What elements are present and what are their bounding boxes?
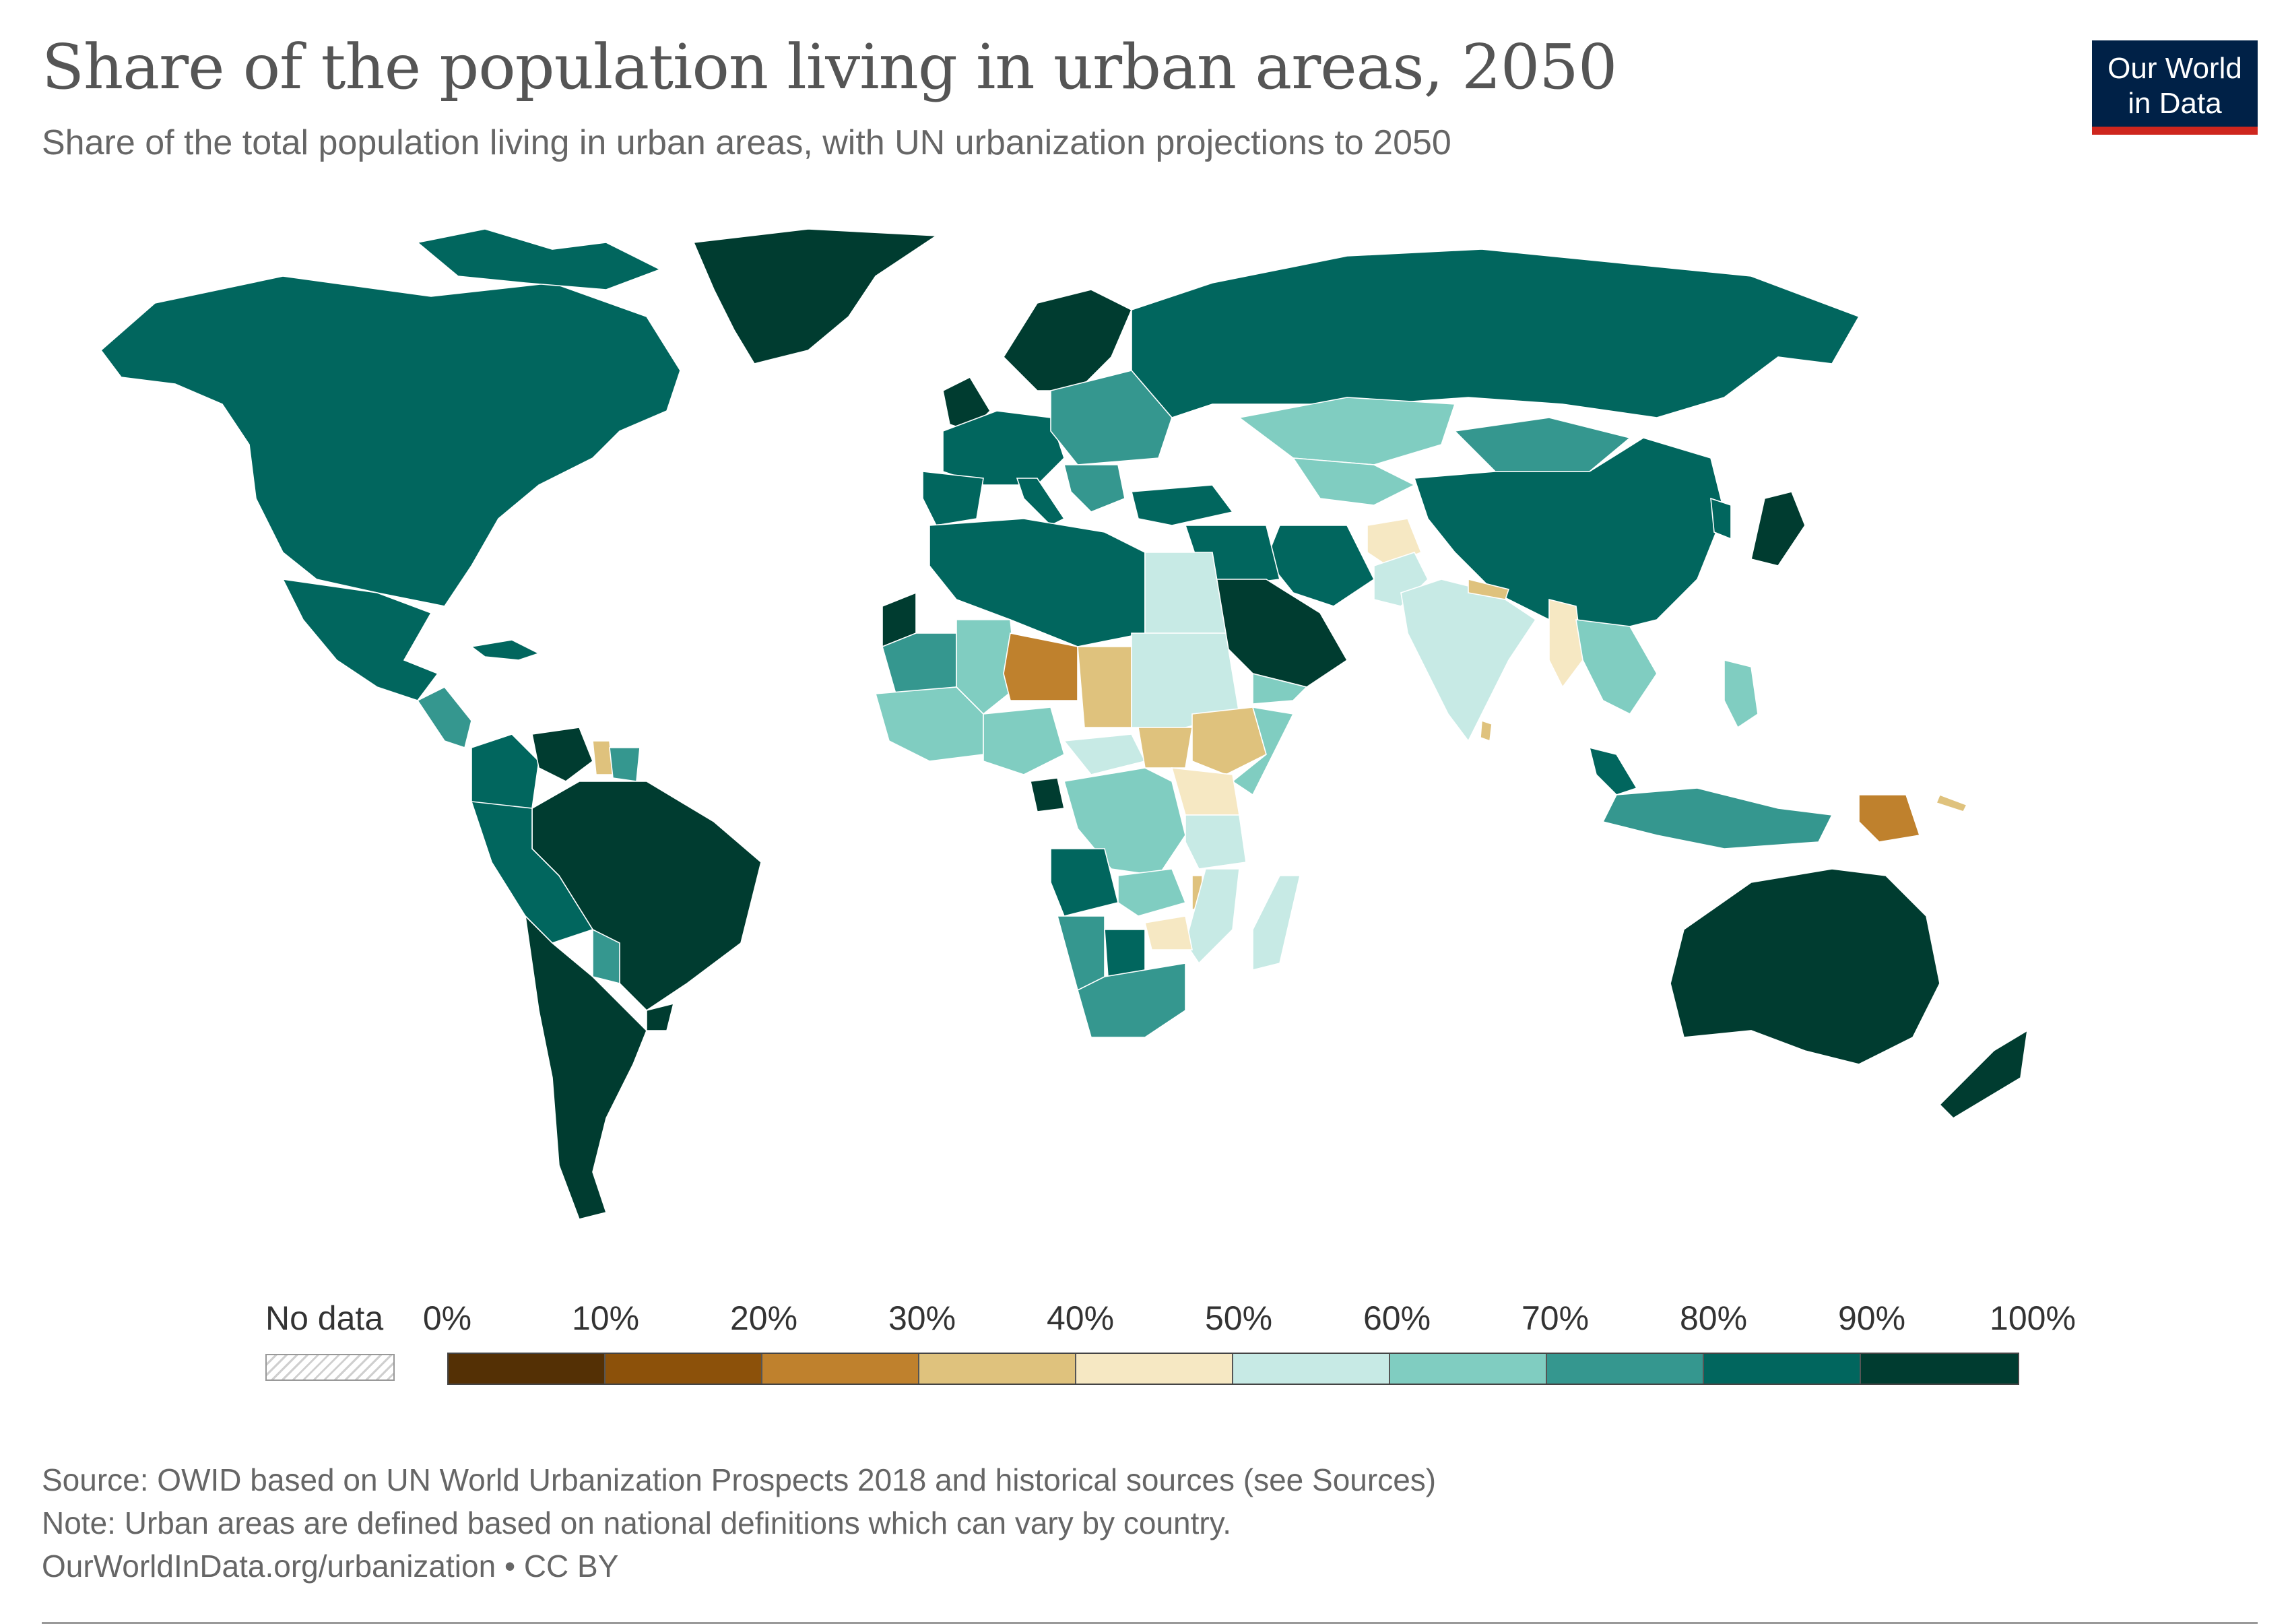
region-guyana[interactable] bbox=[592, 740, 614, 775]
legend-tick-label: 60% bbox=[1363, 1299, 1431, 1337]
region-central-asia[interactable] bbox=[1292, 457, 1416, 506]
region-zimbabwe[interactable] bbox=[1144, 915, 1193, 950]
region-japan[interactable] bbox=[1751, 491, 1806, 566]
region-botswana[interactable] bbox=[1104, 929, 1146, 977]
logo-line-2: in Data bbox=[2128, 87, 2222, 120]
region-north-america[interactable] bbox=[100, 275, 681, 607]
legend-bin[interactable] bbox=[1390, 1354, 1547, 1384]
region-angola[interactable] bbox=[1050, 848, 1119, 917]
chart-title: Share of the population living in urban … bbox=[42, 31, 1617, 103]
legend-tick-label: 40% bbox=[1046, 1299, 1115, 1337]
region-uruguay[interactable] bbox=[646, 1002, 675, 1031]
legend-bin[interactable] bbox=[449, 1354, 606, 1384]
region-mongolia[interactable] bbox=[1453, 417, 1631, 472]
legend-bin[interactable] bbox=[1547, 1354, 1704, 1384]
region-central-african-republic[interactable] bbox=[1063, 734, 1146, 775]
legend-tick-label: 0% bbox=[422, 1299, 472, 1337]
region-italy[interactable] bbox=[1016, 478, 1066, 526]
region-egypt[interactable] bbox=[1144, 552, 1226, 634]
region-suriname[interactable] bbox=[609, 747, 641, 782]
region-madagascar[interactable] bbox=[1252, 875, 1301, 971]
logo-line-1: Our World bbox=[2107, 52, 2242, 85]
legend-tick-label: 20% bbox=[729, 1299, 798, 1337]
region-chad[interactable] bbox=[1077, 646, 1132, 728]
region-mainland-southeast-asia[interactable] bbox=[1575, 619, 1658, 715]
region-solomon-islands[interactable] bbox=[1935, 793, 1968, 812]
region-iberia[interactable] bbox=[922, 471, 984, 526]
region-malaysia[interactable] bbox=[1588, 746, 1638, 795]
legend-color-bar bbox=[447, 1353, 2019, 1385]
region-canada-islands[interactable] bbox=[416, 228, 661, 290]
chart-subtitle: Share of the total population living in … bbox=[42, 123, 1451, 162]
region-mexico[interactable] bbox=[282, 578, 439, 701]
region-western-europe[interactable] bbox=[942, 410, 1065, 486]
region-gabon[interactable] bbox=[1030, 777, 1065, 812]
legend-bin[interactable] bbox=[606, 1354, 762, 1384]
legend-bin[interactable] bbox=[1076, 1354, 1233, 1384]
region-caribbean[interactable] bbox=[470, 639, 541, 661]
region-venezuela[interactable] bbox=[531, 727, 593, 782]
legend-bin[interactable] bbox=[1233, 1354, 1390, 1384]
region-somalia[interactable] bbox=[1231, 707, 1295, 796]
region-zambia[interactable] bbox=[1117, 868, 1187, 917]
region-south-sudan[interactable] bbox=[1138, 727, 1193, 769]
legend-no-data-swatch[interactable] bbox=[265, 1354, 395, 1381]
region-yemen[interactable] bbox=[1252, 672, 1308, 705]
legend-bin[interactable] bbox=[919, 1354, 1076, 1384]
region-nepal[interactable] bbox=[1468, 578, 1510, 600]
region-greenland[interactable] bbox=[692, 228, 938, 364]
legend-tick-label: 10% bbox=[571, 1299, 640, 1337]
region-russia[interactable] bbox=[1131, 249, 1860, 418]
footer-url[interactable]: OurWorldInData.org/urbanization • CC BY bbox=[42, 1549, 619, 1584]
region-niger[interactable] bbox=[1003, 632, 1078, 701]
region-tanzania[interactable] bbox=[1185, 814, 1247, 870]
region-mauritania[interactable] bbox=[882, 632, 957, 694]
footer-note: Note: Urban areas are defined based on n… bbox=[42, 1505, 1232, 1540]
region-central-america[interactable] bbox=[416, 686, 472, 749]
region-new-zealand[interactable] bbox=[1938, 1029, 2029, 1119]
region-philippines[interactable] bbox=[1724, 659, 1759, 729]
region-mali[interactable] bbox=[956, 619, 1018, 715]
region-balkans[interactable] bbox=[1063, 464, 1125, 513]
legend-tick-label: 70% bbox=[1521, 1299, 1590, 1337]
region-namibia[interactable] bbox=[1056, 915, 1105, 991]
region-india[interactable] bbox=[1400, 579, 1537, 742]
region-ethiopia[interactable] bbox=[1191, 707, 1267, 775]
legend-bin[interactable] bbox=[1704, 1354, 1861, 1384]
region-north-africa[interactable] bbox=[929, 518, 1146, 647]
region-myanmar[interactable] bbox=[1548, 598, 1583, 688]
region-nigeria[interactable] bbox=[983, 707, 1065, 775]
legend-no-data-label: No data bbox=[265, 1299, 384, 1337]
legend-tick-label: 50% bbox=[1204, 1299, 1273, 1337]
region-papua-new-guinea[interactable] bbox=[1858, 794, 1921, 843]
footer-source: Source: OWID based on UN World Urbanizat… bbox=[42, 1462, 1437, 1497]
region-korea[interactable] bbox=[1710, 497, 1732, 540]
region-china[interactable] bbox=[1413, 437, 1725, 634]
region-scandinavia[interactable] bbox=[1002, 289, 1133, 391]
region-south-africa[interactable] bbox=[1077, 963, 1186, 1038]
legend-bin[interactable] bbox=[1861, 1354, 2018, 1384]
region-turkey[interactable] bbox=[1130, 484, 1234, 526]
legend-tick-label: 80% bbox=[1679, 1299, 1748, 1337]
legend-tick-label: 30% bbox=[888, 1299, 956, 1337]
world-map[interactable] bbox=[0, 202, 2290, 1253]
owid-logo[interactable]: Our World in Data bbox=[2092, 40, 2258, 135]
region-west-africa[interactable] bbox=[874, 686, 984, 762]
legend-tick-label: 100% bbox=[1990, 1299, 2076, 1337]
legend-bin[interactable] bbox=[762, 1354, 919, 1384]
region-paraguay[interactable] bbox=[592, 928, 620, 985]
region-argentina-chile[interactable] bbox=[524, 914, 647, 1220]
region-kazakhstan[interactable] bbox=[1238, 397, 1456, 465]
region-indonesia[interactable] bbox=[1602, 787, 1833, 849]
region-uganda-kenya[interactable] bbox=[1171, 767, 1240, 816]
legend-tick-label: 90% bbox=[1837, 1299, 1906, 1337]
region-australia[interactable] bbox=[1670, 868, 1940, 1065]
region-sri-lanka[interactable] bbox=[1480, 719, 1493, 742]
